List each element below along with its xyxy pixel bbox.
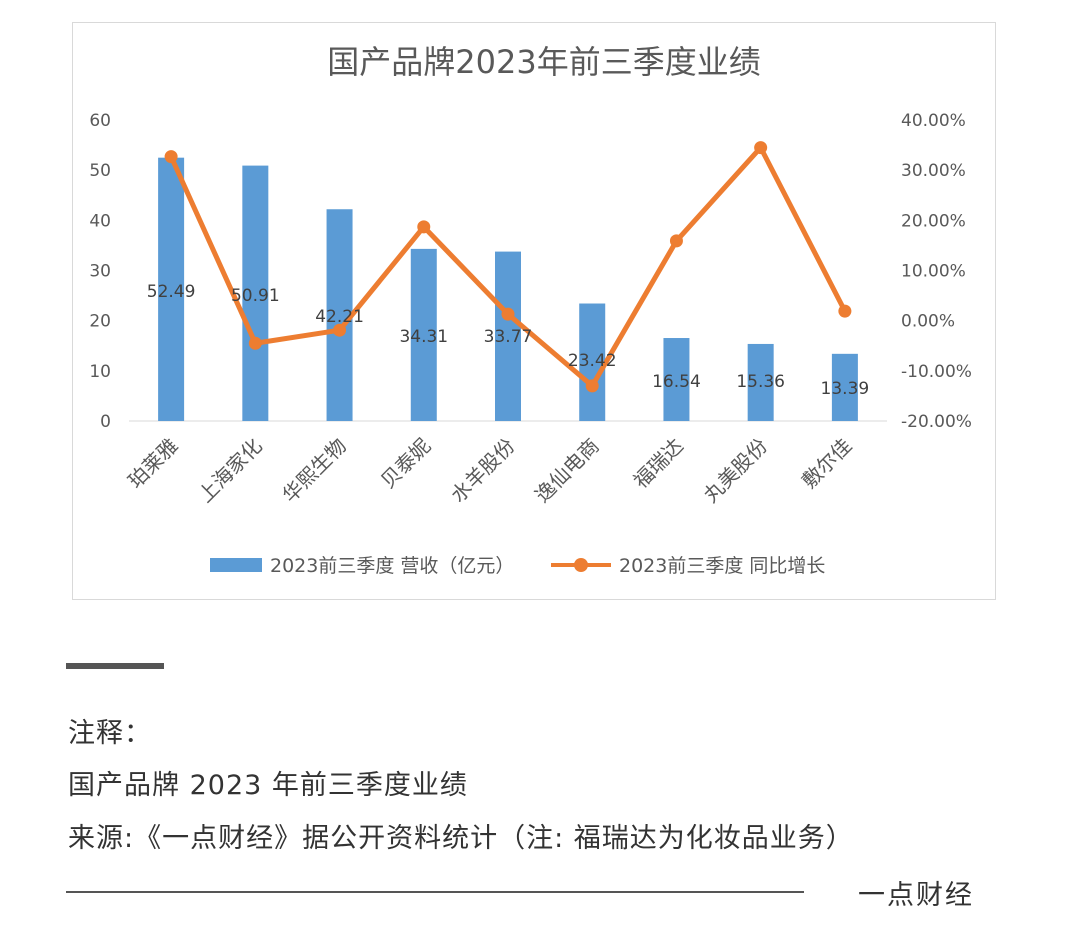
- growth-point: [585, 379, 599, 393]
- chart-container: 国产品牌2023年前三季度业绩 0 10 20 30 40 50 60 -20.00% -10.0…: [72, 22, 996, 600]
- notes-caption: 国产品牌 2023 年前三季度业绩: [68, 770, 468, 801]
- revenue-bar: [326, 209, 353, 421]
- bar-data-label: 52.49: [147, 282, 196, 302]
- revenue-bar: [495, 251, 521, 421]
- growth-point: [754, 141, 768, 155]
- y-left-tick-label: 40: [89, 211, 111, 231]
- bar-data-label: 50.91: [231, 286, 280, 306]
- notes-source: 来源:《一点财经》据公开资料统计（注: 福瑞达为化妆品业务）: [68, 823, 854, 854]
- notes-heading: 注释：: [68, 718, 152, 749]
- revenue-bar: [410, 248, 437, 421]
- y-right-tick-label: 40.00%: [901, 111, 966, 131]
- growth-point: [669, 234, 683, 248]
- x-category-label: 福瑞达: [629, 434, 688, 493]
- x-category-label: 珀莱雅: [123, 434, 182, 493]
- bar-data-label: 13.39: [821, 379, 870, 399]
- y-left-tick-label: 0: [100, 412, 111, 432]
- x-category-label: 上海家化: [193, 434, 267, 508]
- x-category-label: 丸美股份: [699, 434, 773, 508]
- revenue-bar: [242, 165, 269, 421]
- x-category-label: 水羊股份: [446, 434, 520, 508]
- x-category-label: 逸仙电商: [530, 434, 604, 508]
- y-left-tick-label: 20: [89, 312, 111, 332]
- legend-line-label: 2023前三季度 同比增长: [619, 555, 825, 577]
- growth-point: [838, 304, 852, 318]
- legend-bar-label: 2023前三季度 营收（亿元）: [270, 555, 514, 577]
- revenue-bar: [158, 157, 185, 421]
- y-right-tick-label: 30.00%: [901, 161, 966, 181]
- notes-divider: [66, 663, 164, 669]
- y-left-tick-label: 10: [89, 362, 111, 382]
- growth-point: [248, 336, 262, 350]
- growth-point: [333, 323, 347, 337]
- footer-brand: 一点财经: [858, 880, 974, 911]
- x-category-label: 华熙生物: [278, 434, 352, 508]
- x-category-label: 敷尔佳: [797, 434, 856, 493]
- y-right-tick-label: -10.00%: [901, 362, 972, 382]
- y-left-tick-label: 30: [89, 262, 111, 282]
- combo-chart: 国产品牌2023年前三季度业绩 0 10 20 30 40 50 60 -20.00% -10.0…: [89, 43, 972, 577]
- revenue-bar: [663, 338, 690, 421]
- bar-data-label: 16.54: [652, 372, 701, 392]
- y-right-tick-label: -20.00%: [901, 412, 972, 432]
- y-right-tick-label: 20.00%: [901, 211, 966, 231]
- growth-point: [501, 307, 515, 321]
- bar-data-label: 15.36: [736, 372, 785, 392]
- growth-point: [417, 220, 431, 234]
- y-left-tick-label: 50: [89, 161, 111, 181]
- revenue-bar: [579, 303, 606, 421]
- legend-line-marker: [574, 558, 588, 572]
- bar-data-label: 42.21: [315, 307, 364, 327]
- chart-title: 国产品牌2023年前三季度业绩: [327, 43, 760, 81]
- y-right-tick-label: 0.00%: [901, 312, 955, 332]
- growth-point: [164, 150, 178, 164]
- bar-data-label: 34.31: [399, 327, 448, 347]
- footer-rule: [66, 891, 804, 893]
- bar-data-label: 33.77: [484, 327, 533, 347]
- x-category-label: 贝泰妮: [376, 434, 435, 493]
- legend-bar-swatch: [210, 558, 262, 572]
- bar-data-label: 23.42: [568, 351, 617, 371]
- y-left-tick-label: 60: [89, 111, 111, 131]
- revenue-bar: [747, 343, 774, 421]
- revenue-bar: [831, 353, 858, 421]
- y-right-tick-label: 10.00%: [901, 262, 966, 282]
